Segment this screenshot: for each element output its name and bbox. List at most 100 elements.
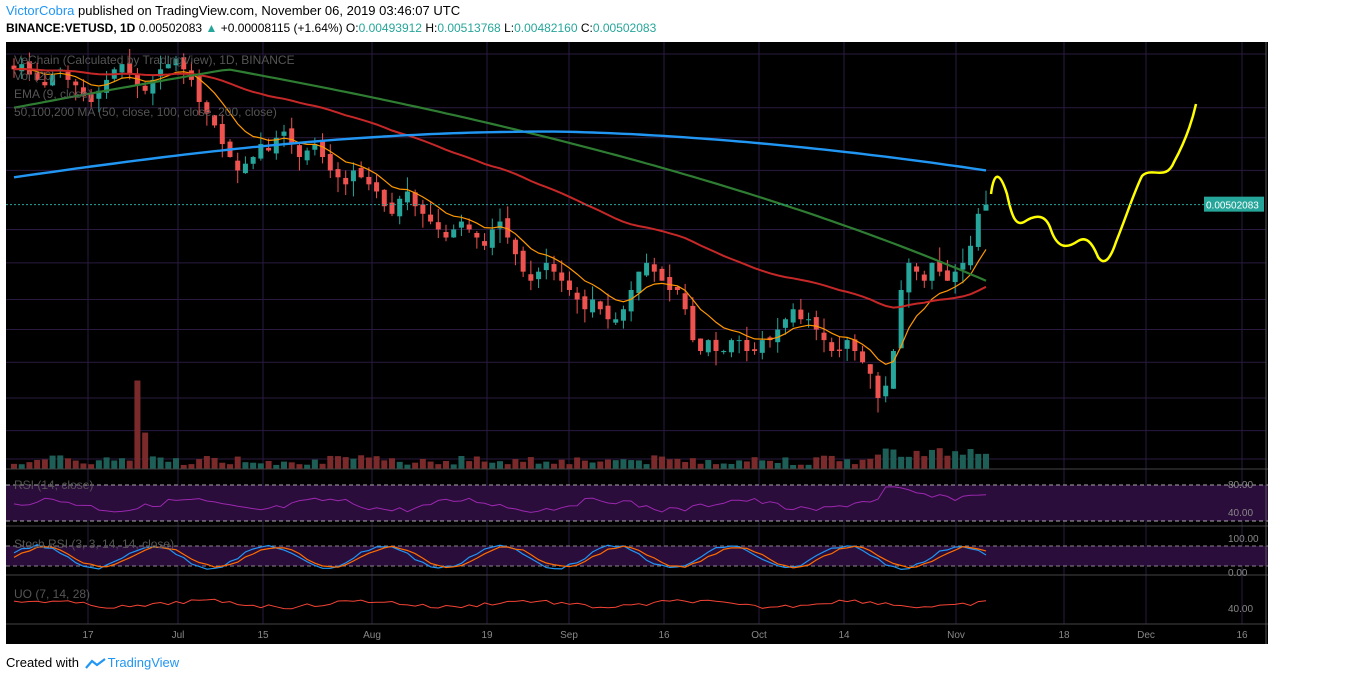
candle-body: [134, 74, 140, 86]
tradingview-brand-link[interactable]: TradingView: [107, 655, 180, 670]
volume-bar: [959, 454, 966, 469]
volume-bar: [890, 449, 897, 469]
candle-body: [428, 214, 434, 222]
volume-bar: [111, 460, 118, 469]
candle-body: [281, 131, 287, 136]
candle-body: [921, 274, 927, 281]
candle-body: [860, 351, 866, 363]
volume-bar: [219, 462, 226, 469]
candle-body: [628, 289, 634, 312]
candle-body: [165, 64, 171, 69]
volume-bar: [335, 456, 341, 469]
author-link[interactable]: VictorCobra: [6, 3, 75, 18]
osc-tick-label: 40.00: [1228, 604, 1253, 615]
candle-body: [466, 224, 472, 230]
volume-bar: [689, 458, 696, 469]
candle-body: [50, 74, 56, 86]
candle-body: [443, 231, 449, 238]
time-tick-label: Aug: [363, 630, 381, 641]
candle-body: [898, 289, 904, 349]
candle-body: [566, 280, 572, 290]
volume-bar: [720, 463, 727, 469]
volume-bar: [851, 464, 858, 469]
volume-bar: [882, 448, 889, 469]
legend-ma: 50,100,200 MA (50, close, 100, close, 20…: [14, 105, 277, 119]
candle-body: [158, 69, 164, 77]
volume-bar: [18, 464, 25, 469]
candle-body: [119, 64, 125, 73]
ma200-line: [13, 130, 987, 179]
volume-bar: [396, 461, 403, 469]
candle-body: [651, 264, 657, 272]
volume-bar: [88, 464, 95, 469]
volume-bar: [188, 464, 195, 469]
candle-body: [914, 266, 920, 272]
volume-bar: [180, 464, 187, 469]
candle-body: [705, 340, 711, 353]
candle-body: [813, 317, 819, 330]
time-axis[interactable]: 17 Jul 15 Aug 19 Sep 16 Oct 14 Nov 18 Dec 16: [82, 630, 1248, 641]
volume-bar: [666, 459, 673, 469]
change-value: +0.00008115 (+1.64%): [220, 21, 343, 35]
ma100-line: [13, 68, 987, 282]
volume-bar: [327, 455, 334, 469]
last-price: 0.00502083: [138, 21, 203, 35]
candle-body: [620, 309, 626, 321]
volume-bar: [589, 462, 596, 469]
candle-body: [821, 332, 827, 341]
volume-bar: [72, 460, 79, 469]
stoch-d-line: [13, 545, 987, 569]
last-price-tag: 0.00502083: [1206, 201, 1259, 212]
candle-body: [790, 309, 796, 323]
time-tick-label: 14: [838, 630, 850, 641]
candle-body: [412, 192, 418, 207]
volume-bar: [412, 462, 419, 469]
volume-bar: [466, 461, 473, 469]
volume-bar: [473, 456, 480, 469]
osc-tick-label: 100.00: [1228, 534, 1259, 545]
candle-body: [88, 94, 94, 102]
volume-bar: [57, 455, 64, 469]
volume-bar: [26, 462, 33, 469]
candle-body: [366, 176, 372, 185]
volume-bar: [936, 448, 943, 469]
price-chart-svg[interactable]: VeChain (Calculated by TradingView), 1D,…: [6, 42, 1323, 644]
candle-body: [489, 229, 495, 248]
candle-body: [381, 189, 387, 207]
low-label: L:: [504, 21, 515, 35]
candle-body: [968, 245, 974, 266]
volume-bar: [157, 457, 164, 469]
volume-bar: [389, 458, 395, 469]
volume-bar: [682, 462, 689, 469]
high-value: 0.00513768: [437, 21, 501, 35]
volume-bar: [558, 459, 565, 469]
candle-body: [806, 319, 812, 321]
low-value: 0.00482160: [514, 21, 578, 35]
time-tick-label: 15: [257, 630, 269, 641]
volume-bar: [288, 462, 295, 469]
volume-bar: [859, 459, 866, 469]
volume-bar: [80, 463, 87, 469]
candle-body: [451, 229, 457, 238]
candle-body: [836, 349, 842, 352]
candle-body: [574, 292, 580, 300]
volume-bar: [612, 460, 619, 469]
candle-body: [458, 221, 464, 228]
candle-body: [404, 191, 410, 203]
chart-frame[interactable]: VeChain (Calculated by TradingView), 1D,…: [6, 42, 1323, 644]
candle-body: [397, 198, 403, 217]
volume-bar: [49, 455, 56, 469]
candle-body: [782, 319, 788, 328]
volume-bar: [435, 464, 442, 469]
volume-bar: [311, 459, 318, 469]
volume-bar: [527, 457, 534, 469]
volume-bar: [635, 460, 642, 469]
volume-bar: [512, 459, 519, 469]
volume-bar: [250, 462, 257, 469]
volume-bar: [952, 451, 959, 469]
volume-bar: [643, 464, 650, 469]
candle-body: [713, 339, 719, 352]
candle-body: [543, 262, 549, 271]
candle-body: [528, 274, 534, 281]
candle-body: [520, 250, 526, 272]
